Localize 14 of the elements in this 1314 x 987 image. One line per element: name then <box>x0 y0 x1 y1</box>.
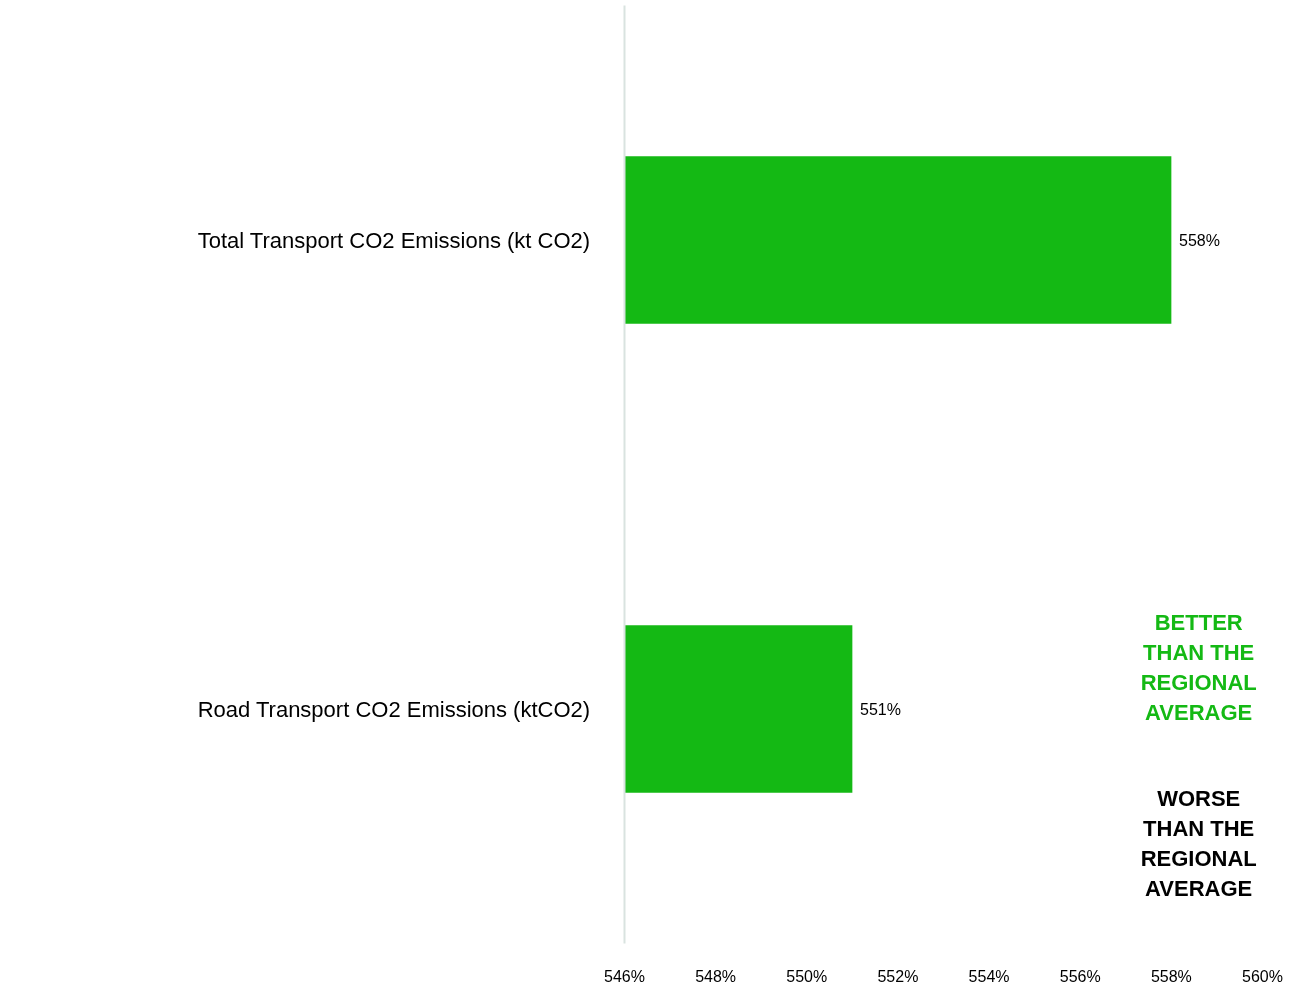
annotation: WORSE THAN THE REGIONAL AVERAGE <box>1140 785 1257 901</box>
x-tick-label: 548% <box>695 967 737 985</box>
x-tick-label: 560% <box>1242 967 1283 985</box>
x-tick-label: 556% <box>1059 967 1101 985</box>
x-tick-label: 546% <box>604 967 645 985</box>
x-tick-label: 550% <box>786 967 828 985</box>
x-tick-label: 552% <box>877 967 919 985</box>
data-label: 551% <box>860 700 901 718</box>
x-tick-label: 554% <box>968 967 1010 985</box>
data-label: 558% <box>1179 231 1220 249</box>
y-tick-label: Total Transport CO2 Emissions (kt CO2) <box>197 227 591 253</box>
y-tick-label: Road Transport CO2 Emissions (ktCO2) <box>197 696 591 722</box>
x-tick-label: 558% <box>1150 967 1192 985</box>
annotation: BETTER THAN THE REGIONAL AVERAGE <box>1140 610 1257 726</box>
